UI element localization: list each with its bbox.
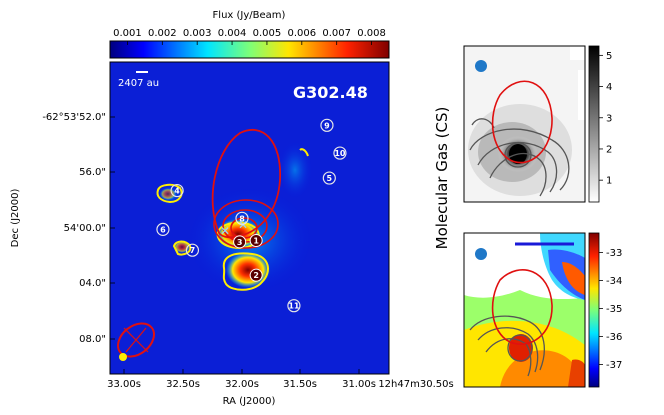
main-panel: ✕ ✕ 2407 au G302.48 1 2 3 4 5 6 7 8 9 10 11 [109,61,390,375]
source-1: 1 [249,233,263,247]
cs-colorbar-tick-label: 4 [606,82,612,93]
source-label: 2 [253,271,259,280]
colorbar-tick-label: 0.007 [322,28,351,39]
colorbar-tick-label: 0.005 [253,28,282,39]
velocity-colorbar-tick-label: -37 [606,360,622,371]
y-axis-label: Dec (J2000) [10,189,21,248]
x-tick-label: 32.00s [225,379,259,390]
source-label: 3 [237,238,243,247]
source-markers: 1 2 3 4 5 6 7 8 9 10 11 [156,118,347,313]
source-label: 10 [334,149,346,158]
panel-title: G302.48 [293,83,368,102]
source-10: 10 [333,146,347,160]
source-7: 7 [185,243,200,257]
x-tick-label: 33.00s [107,379,141,390]
source-label: 9 [324,121,330,130]
y-tick-label: -62°53'52.0" [42,112,106,123]
source-6: 6 [156,222,170,236]
colorbar-tick-label: 0.008 [357,28,386,39]
side-label: Molecular Gas (CS) [433,107,451,250]
y-ticks: -62°53'52.0" 56.0" 54'00.0" 04.0" 08.0" [42,112,115,345]
source-2: 2 [249,268,263,282]
colorbar-tick-label: 0.006 [287,28,316,39]
colorbar-title: Flux (Jy/Beam) [213,10,286,21]
colorbar-ticks: 0.001 0.002 0.003 0.004 0.005 0.006 0.007 0.008 [113,28,386,45]
source-8: 8 [235,211,249,225]
velocity-colorbar-tick-label: -35 [606,304,622,315]
velocity-colorbar-ticks: -33 -34 -35 -36 -37 [599,248,622,371]
source-label: 1 [253,236,259,245]
colorbar-tick-label: 0.001 [113,28,142,39]
cs-colorbar-tick-label: 2 [606,144,612,155]
cs-colorbar-tick-label: 3 [606,113,612,124]
colorbar-tick-label: 0.004 [218,28,247,39]
cs-velocity-panel [463,232,586,388]
x-axis-label: RA (J2000) [223,396,276,407]
colorbar-tick-label: 0.003 [183,28,212,39]
y-tick-label: 08.0" [79,334,106,345]
y-tick-label: 54'00.0" [64,223,106,234]
colorbar-tick-label: 0.002 [148,28,177,39]
source-label: 7 [190,246,196,255]
x-tick-label: 12h47m30.50s [378,379,453,390]
x-tick-label: 31.50s [283,379,317,390]
x-ticks: 33.00s 32.50s 32.00s 31.50s 31.00s 12h47m30.5… [107,369,454,390]
source-3: 3 [233,235,247,249]
velocity-colorbar [588,232,600,388]
source-label: 8 [239,214,245,223]
x-tick-label: 31.00s [342,379,376,390]
cs-colorbar-ticks: 1 2 3 4 5 [599,51,612,187]
y-tick-label: 56.0" [79,167,106,178]
x-tick-label: 32.50s [166,379,200,390]
y-tick-label: 04.0" [79,278,106,289]
cs-moment0-panel [463,45,586,203]
scale-bar-label: 2407 au [118,78,159,89]
source-4: 4 [170,183,184,198]
colorbar [109,40,390,59]
source-label: 4 [174,187,180,196]
velocity-colorbar-tick-label: -34 [606,276,622,287]
source-11: 11 [287,299,301,313]
source-label: 5 [327,174,333,183]
svg-text:✕: ✕ [238,218,248,232]
source-5: 5 [322,171,336,185]
source-9: 9 [320,118,334,132]
cs-colorbar-tick-label: 1 [606,176,612,187]
velocity-colorbar-tick-label: -33 [606,248,622,259]
velocity-colorbar-tick-label: -36 [606,332,622,343]
cs-colorbar [588,45,600,203]
source-label: 6 [160,225,166,234]
svg-text:✕: ✕ [220,224,230,238]
source-label: 11 [288,302,300,311]
cs-colorbar-tick-label: 5 [606,51,612,62]
